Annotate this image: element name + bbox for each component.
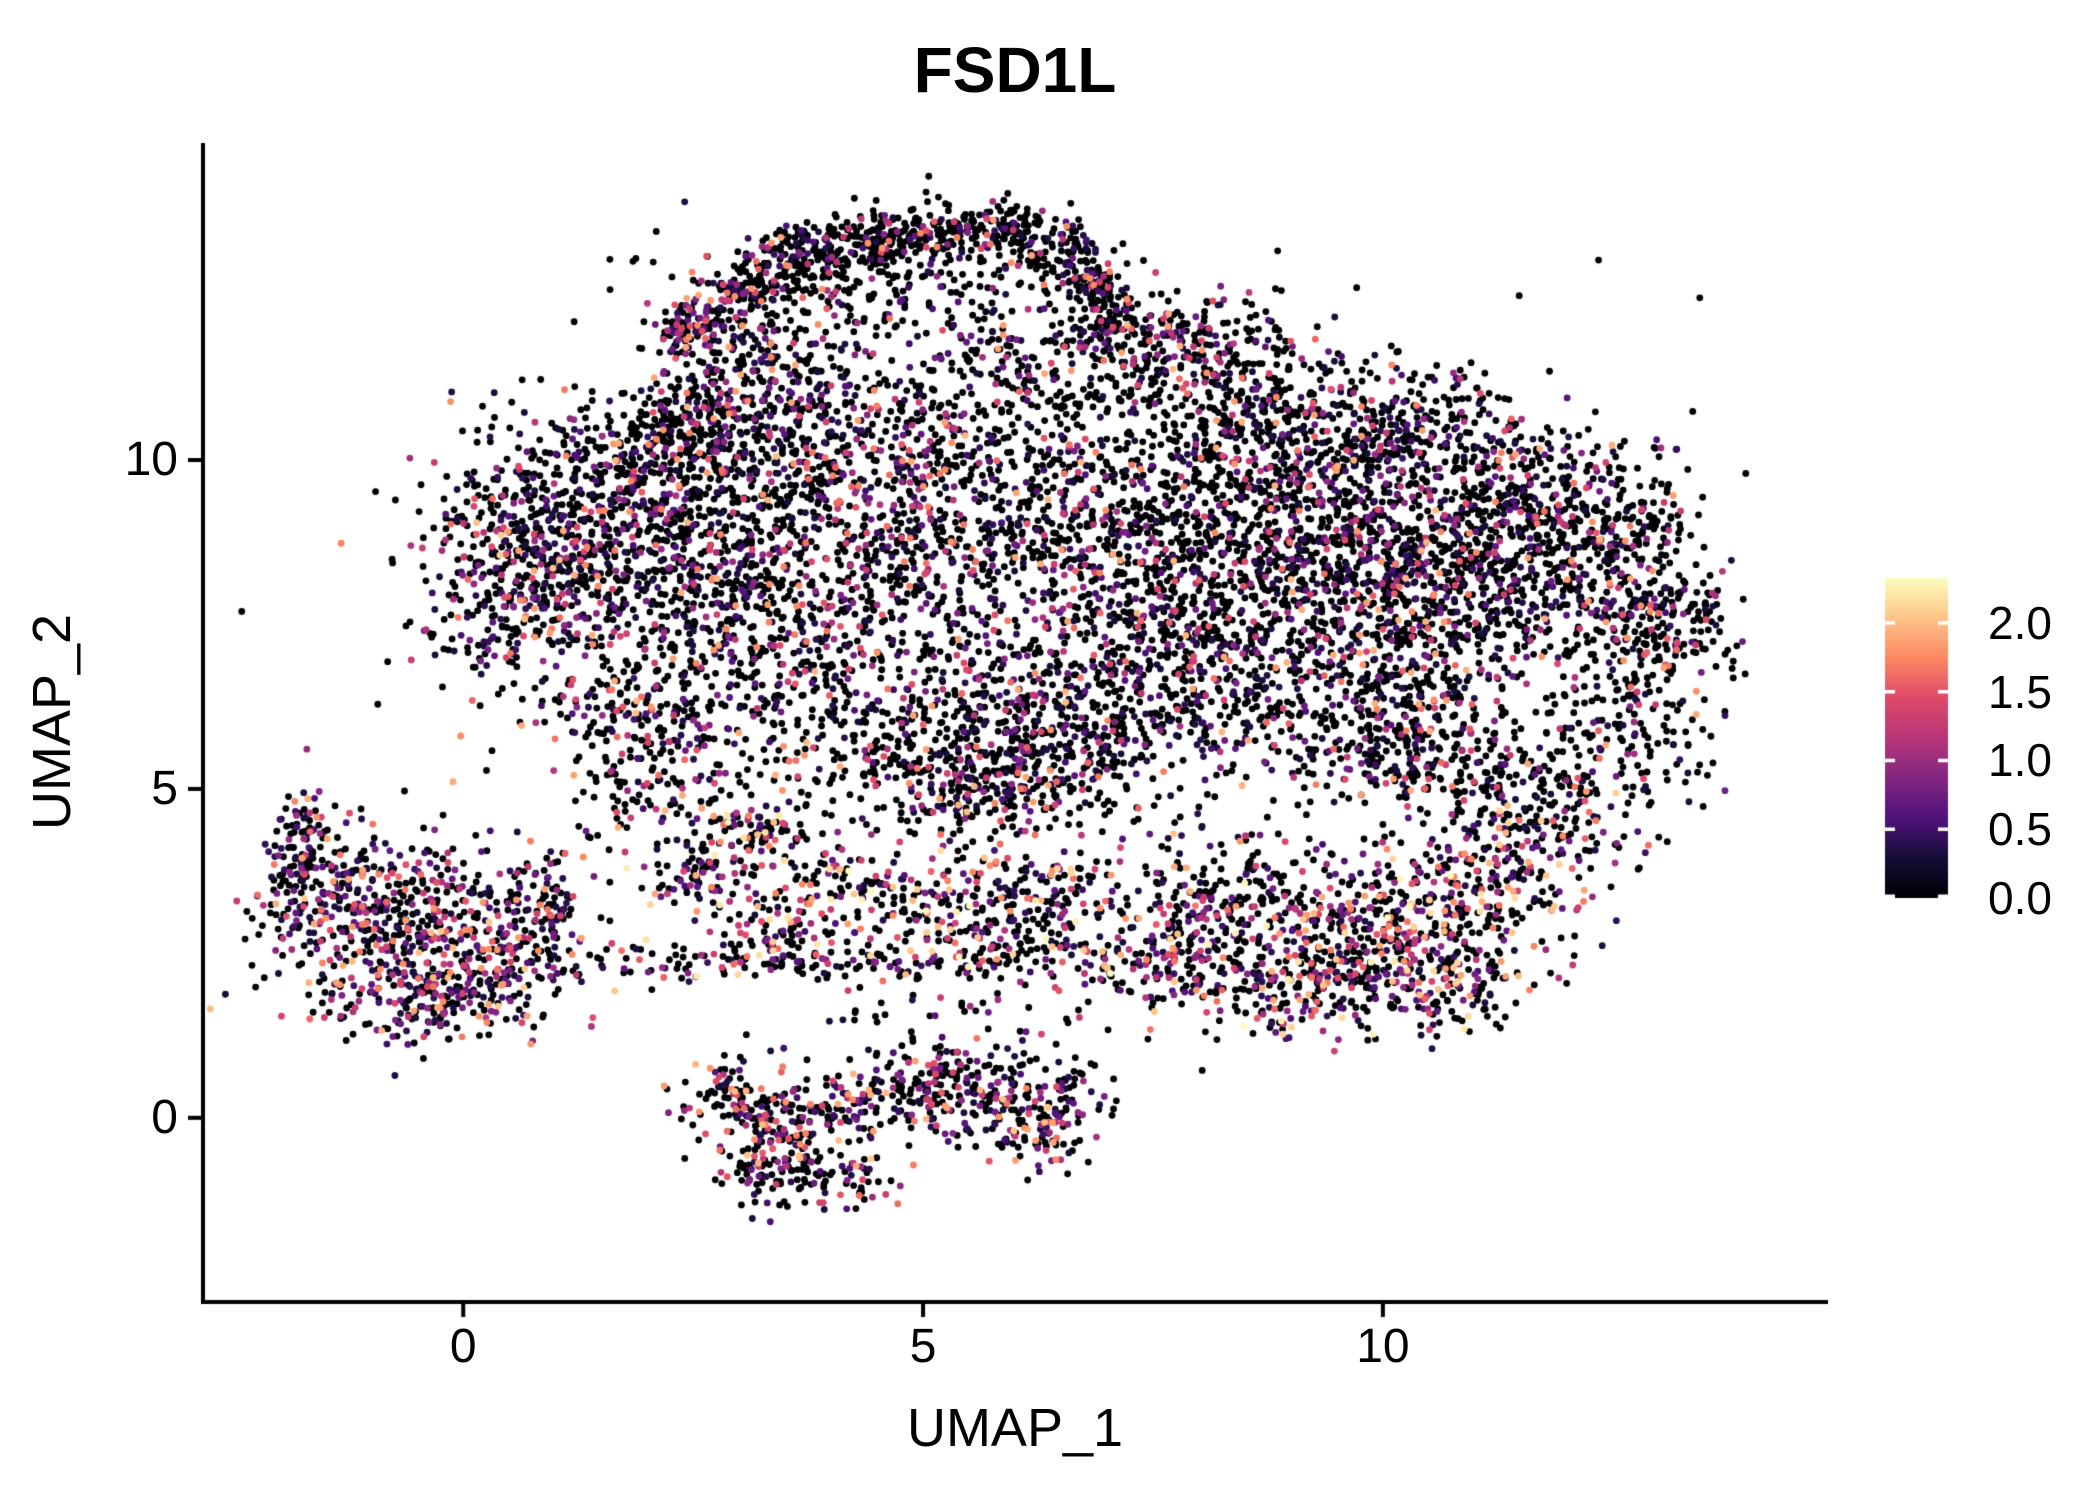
plot-title: FSD1L [913, 34, 1117, 106]
y-tick-label: 0 [151, 1090, 178, 1144]
colorbar-tick-label: 0.5 [1988, 803, 2052, 856]
colorbar-tick-label: 0.0 [1988, 872, 2052, 924]
x-tick-label: 5 [909, 1320, 937, 1373]
x-tick-label: 10 [1356, 1320, 1410, 1373]
x-tick-label: 0 [449, 1320, 477, 1373]
colorbar-tick-label: 1.0 [1988, 734, 2052, 787]
y-tick-label: 5 [151, 761, 178, 815]
colorbar-tick-label: 2.0 [1988, 596, 2052, 649]
y-axis-label: UMAP_2 [22, 613, 82, 831]
x-axis-label: UMAP_1 [906, 1398, 1124, 1458]
y-tick-label: 10 [124, 433, 178, 487]
colorbar-tick-label: 1.5 [1988, 665, 2052, 718]
